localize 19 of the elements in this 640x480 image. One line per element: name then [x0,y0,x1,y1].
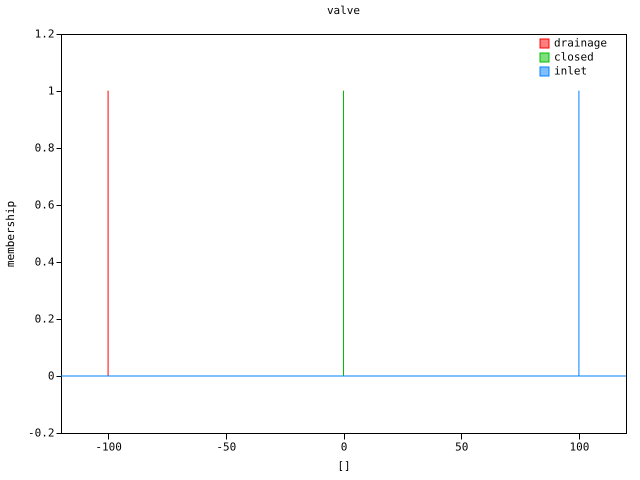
x-tick-label: -50 [216,440,236,454]
x-tick-label: 50 [455,440,468,454]
x-tick-label: 0 [340,440,348,454]
chart-title: valve [326,4,360,17]
legend-label: closed [554,50,594,64]
y-tick-label: 0 [48,370,54,382]
y-tick-label: -0.2 [28,426,54,440]
y-tick-label: 0.8 [34,142,54,154]
legend-label: drainage [554,36,607,50]
legend-label: inlet [554,64,588,78]
x-axis-title: [] [337,460,351,472]
y-tick-label: 1.2 [34,28,54,40]
x-tick-label: -100 [95,440,122,454]
y-tick-label: 0.2 [34,312,54,326]
y-axis-title: membership [4,200,18,268]
y-tick-label: 1 [48,84,54,98]
y-tick-label: 0.6 [34,198,54,212]
y-tick-label: 0.4 [34,256,55,268]
x-tick-label: 100 [569,440,590,454]
